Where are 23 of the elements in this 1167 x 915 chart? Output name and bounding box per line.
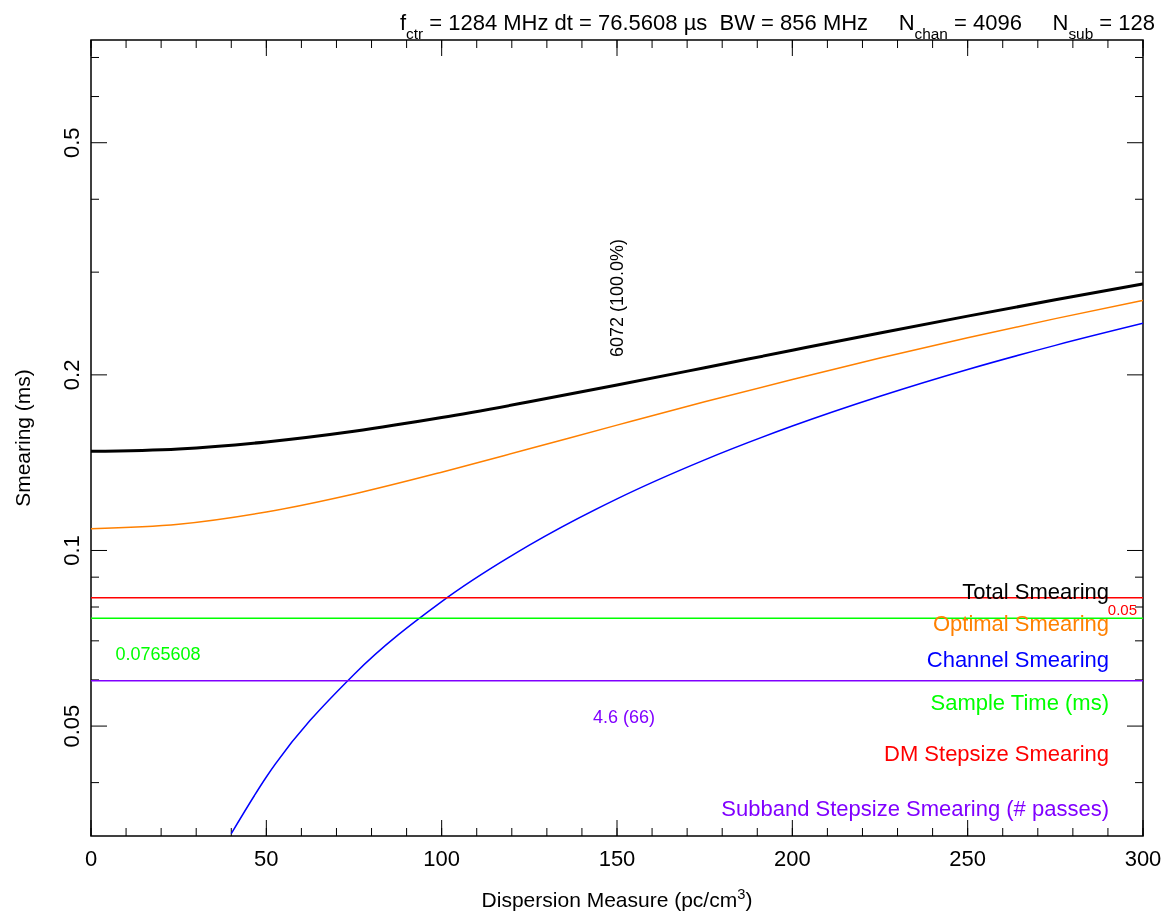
- y-axis-title: Smearing (ms): [11, 369, 34, 507]
- text: Optimal Smearing: [932, 611, 1109, 636]
- annotation: 0.05: [1107, 600, 1137, 618]
- x-tick-label: 200: [773, 846, 811, 871]
- annotation: 6072 (100.0%): [607, 238, 627, 358]
- x-axis-title: Dispersion Measure (pc/cm$^{3}$): [481, 886, 753, 911]
- text: Sample Time (ms): [930, 690, 1109, 715]
- chart-title: f$_{ctr}$ = 1284 MHz dt = 76.5608 µs BW = 856 MHz N$_{chan}$ = 4096 N$_{sub}$ = 128: [399, 10, 1155, 42]
- y-tick-label: 0.5: [59, 127, 84, 159]
- x-tick-label: 50: [254, 846, 279, 871]
- x-tick-label: 150: [598, 846, 636, 871]
- annotation: 4.6 (66): [592, 706, 656, 727]
- text: Channel Smearing: [926, 647, 1109, 672]
- y-tick-label: 0.1: [59, 535, 84, 566]
- y-tick-label: 0.2: [59, 359, 84, 391]
- text: Subband Stepsize Smearing (# passes): [721, 796, 1109, 821]
- x-tick-label: 300: [1124, 846, 1162, 871]
- text: DM Stepsize Smearing: [884, 741, 1109, 766]
- annotation: 0.0765608: [115, 644, 201, 665]
- x-tick-label: 250: [949, 846, 987, 871]
- y-tick-label: 0.05: [59, 704, 84, 748]
- x-tick-label: 0: [84, 846, 98, 871]
- x-tick-label: 100: [423, 846, 461, 871]
